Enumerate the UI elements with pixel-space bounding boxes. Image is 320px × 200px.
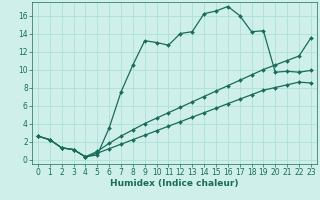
X-axis label: Humidex (Indice chaleur): Humidex (Indice chaleur) bbox=[110, 179, 239, 188]
